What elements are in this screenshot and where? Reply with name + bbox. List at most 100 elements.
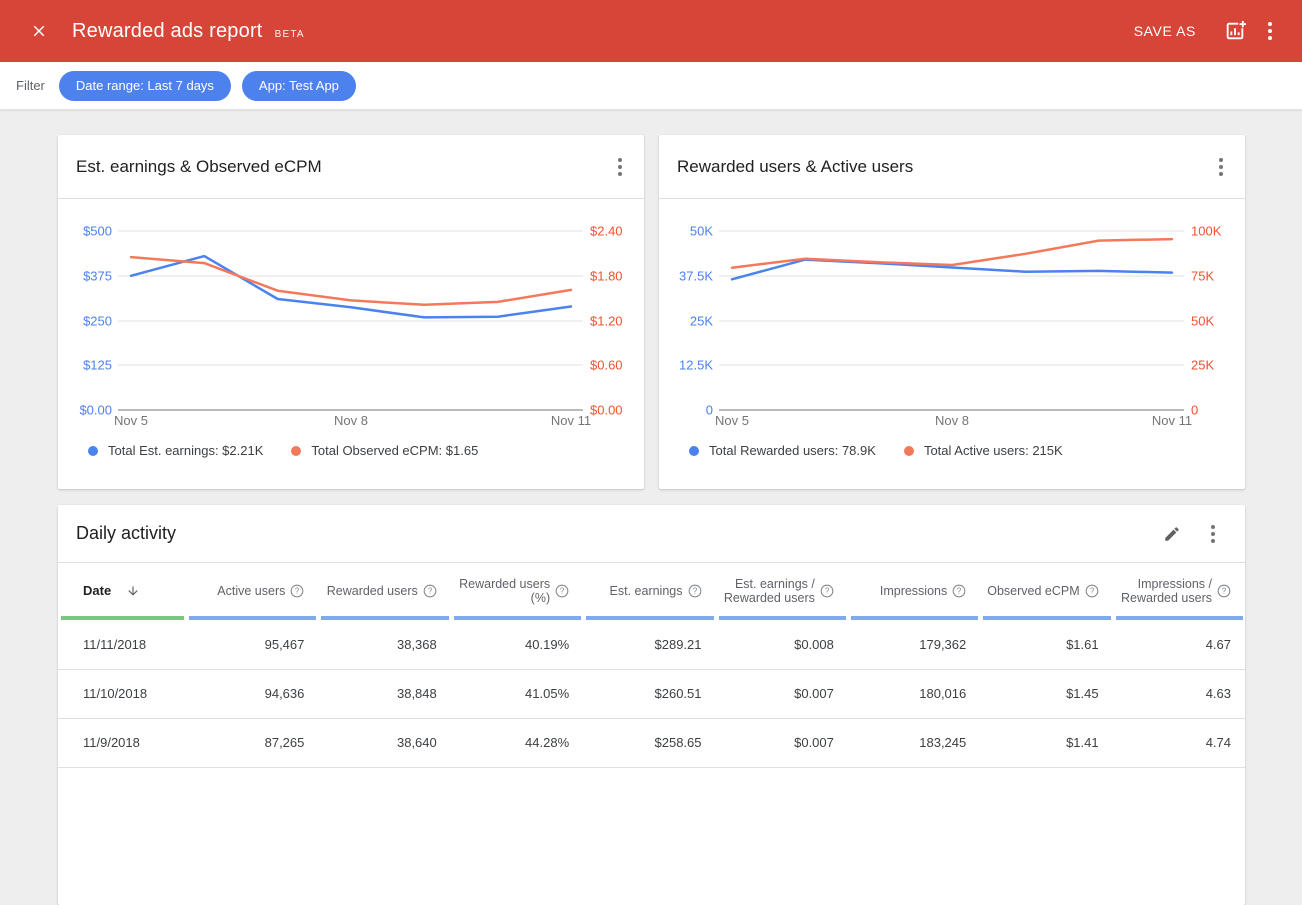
table-cell: 183,245	[848, 718, 980, 767]
table-cell: $260.51	[583, 669, 715, 718]
table-row: 11/9/201887,26538,64044.28%$258.65$0.007…	[58, 718, 1245, 767]
column-header-rewarded-users[interactable]: Rewarded users (%)?	[451, 563, 583, 620]
svg-text:?: ?	[1222, 587, 1227, 596]
chart-card-rewarded-active-users: Rewarded users & Active users 50K100K37.…	[659, 135, 1245, 489]
column-label: Date	[83, 584, 111, 599]
svg-text:?: ?	[428, 587, 433, 596]
help-icon[interactable]: ?	[688, 584, 702, 598]
column-header-est-earnings-rewarded-users[interactable]: Est. earnings / Rewarded users?	[716, 563, 848, 620]
column-label: Impressions	[880, 584, 947, 598]
add-chart-button[interactable]	[1220, 16, 1250, 46]
table-cell: $258.65	[583, 718, 715, 767]
right-axis-tick: 100K	[1191, 224, 1222, 239]
right-axis-tick: 50K	[1191, 314, 1214, 329]
legend-label: Total Observed eCPM: $1.65	[311, 443, 478, 458]
cell-date: 11/10/2018	[58, 669, 186, 718]
column-label: Est. earnings	[610, 584, 683, 598]
chart-card-earnings-ecpm: Est. earnings & Observed eCPM $500$2.40$…	[58, 135, 644, 489]
series-line-observed-ecpm	[131, 257, 571, 305]
left-axis-tick: $375	[83, 269, 112, 284]
beta-badge: BETA	[275, 29, 305, 40]
right-axis-tick: $0.00	[590, 403, 623, 418]
page-title: Rewarded ads report	[72, 20, 263, 43]
filter-chip-app[interactable]: App: Test App	[242, 71, 356, 101]
line-chart-rewarded-active-users: 50K100K37.5K75K25K50K12.5K25K00Nov 5Nov …	[659, 199, 1245, 431]
table-cell: $0.008	[716, 620, 848, 669]
close-icon	[30, 22, 48, 40]
x-axis-tick: Nov 8	[334, 413, 368, 428]
table-cell: 4.63	[1113, 669, 1245, 718]
close-button[interactable]	[26, 18, 52, 44]
left-axis-tick: $0.00	[79, 403, 112, 418]
help-icon[interactable]: ?	[952, 584, 966, 598]
x-axis-tick: Nov 11	[1152, 413, 1192, 428]
table-cell: 180,016	[848, 669, 980, 718]
chart-title: Rewarded users & Active users	[677, 157, 1215, 177]
legend-label: Total Active users: 215K	[924, 443, 1063, 458]
kebab-icon	[1268, 22, 1272, 40]
left-axis-tick: $125	[83, 358, 112, 373]
column-header-impressions-rewarded-users[interactable]: Impressions / Rewarded users?	[1113, 563, 1245, 620]
help-icon[interactable]: ?	[290, 584, 304, 598]
svg-text:?: ?	[560, 587, 565, 596]
column-header-date[interactable]: Date	[58, 563, 186, 620]
table-row: 11/10/201894,63638,84841.05%$260.51$0.00…	[58, 669, 1245, 718]
table-cell: 38,640	[318, 718, 450, 767]
svg-text:?: ?	[957, 587, 962, 596]
table-cell: $289.21	[583, 620, 715, 669]
chart-overflow-menu-button[interactable]	[614, 154, 626, 180]
table-row: 11/11/201895,46738,36840.19%$289.21$0.00…	[58, 620, 1245, 669]
legend-label: Total Est. earnings: $2.21K	[108, 443, 263, 458]
legend-item-active-users: Total Active users: 215K	[904, 443, 1063, 458]
table-cell: 4.74	[1113, 718, 1245, 767]
column-header-observed-ecpm[interactable]: Observed eCPM?	[980, 563, 1112, 620]
table-cell: 38,368	[318, 620, 450, 669]
column-header-rewarded-users[interactable]: Rewarded users?	[318, 563, 450, 620]
column-label: Rewarded users (%)	[451, 577, 550, 606]
help-icon[interactable]: ?	[1217, 584, 1231, 598]
right-axis-tick: $1.20	[590, 314, 623, 329]
right-axis-tick: 25K	[1191, 358, 1214, 373]
add-chart-icon	[1224, 20, 1246, 42]
chart-legend: Total Rewarded users: 78.9K Total Active …	[659, 443, 1245, 458]
column-header-est-earnings[interactable]: Est. earnings?	[583, 563, 715, 620]
kebab-icon	[618, 158, 622, 176]
table-cell: 41.05%	[451, 669, 583, 718]
legend-label: Total Rewarded users: 78.9K	[709, 443, 876, 458]
legend-dot	[291, 446, 301, 456]
kebab-icon	[1211, 525, 1215, 543]
table-overflow-menu-button[interactable]	[1207, 521, 1219, 547]
daily-activity-card: Daily activity DateActive users?Rewarded…	[58, 505, 1245, 905]
x-axis-tick: Nov 11	[551, 413, 591, 428]
help-icon[interactable]: ?	[423, 584, 437, 598]
column-label: Observed eCPM	[987, 584, 1079, 598]
legend-dot	[904, 446, 914, 456]
cell-date: 11/11/2018	[58, 620, 186, 669]
table-row	[58, 767, 1245, 815]
x-axis-tick: Nov 5	[114, 413, 148, 428]
chart-overflow-menu-button[interactable]	[1215, 154, 1227, 180]
column-header-active-users[interactable]: Active users?	[186, 563, 318, 620]
table-cell: $0.007	[716, 669, 848, 718]
filter-chip-date-range[interactable]: Date range: Last 7 days	[59, 71, 231, 101]
x-axis-tick: Nov 5	[715, 413, 749, 428]
column-header-impressions[interactable]: Impressions?	[848, 563, 980, 620]
help-icon[interactable]: ?	[820, 584, 834, 598]
svg-text:?: ?	[825, 587, 830, 596]
legend-dot	[88, 446, 98, 456]
sort-desc-icon[interactable]	[126, 584, 140, 598]
line-chart-earnings-ecpm: $500$2.40$375$1.80$250$1.20$125$0.60$0.0…	[58, 199, 644, 431]
legend-item-observed-ecpm: Total Observed eCPM: $1.65	[291, 443, 478, 458]
help-icon[interactable]: ?	[1085, 584, 1099, 598]
left-axis-tick: 25K	[690, 314, 713, 329]
svg-text:?: ?	[692, 587, 697, 596]
header-overflow-menu-button[interactable]	[1264, 18, 1276, 44]
column-label: Rewarded users	[327, 584, 418, 598]
right-axis-tick: $0.60	[590, 358, 623, 373]
edit-table-button[interactable]	[1159, 521, 1185, 547]
pencil-icon	[1163, 525, 1181, 543]
legend-dot	[689, 446, 699, 456]
save-as-button[interactable]: SAVE AS	[1124, 15, 1206, 47]
help-icon[interactable]: ?	[555, 584, 569, 598]
legend-item-rewarded-users: Total Rewarded users: 78.9K	[689, 443, 876, 458]
